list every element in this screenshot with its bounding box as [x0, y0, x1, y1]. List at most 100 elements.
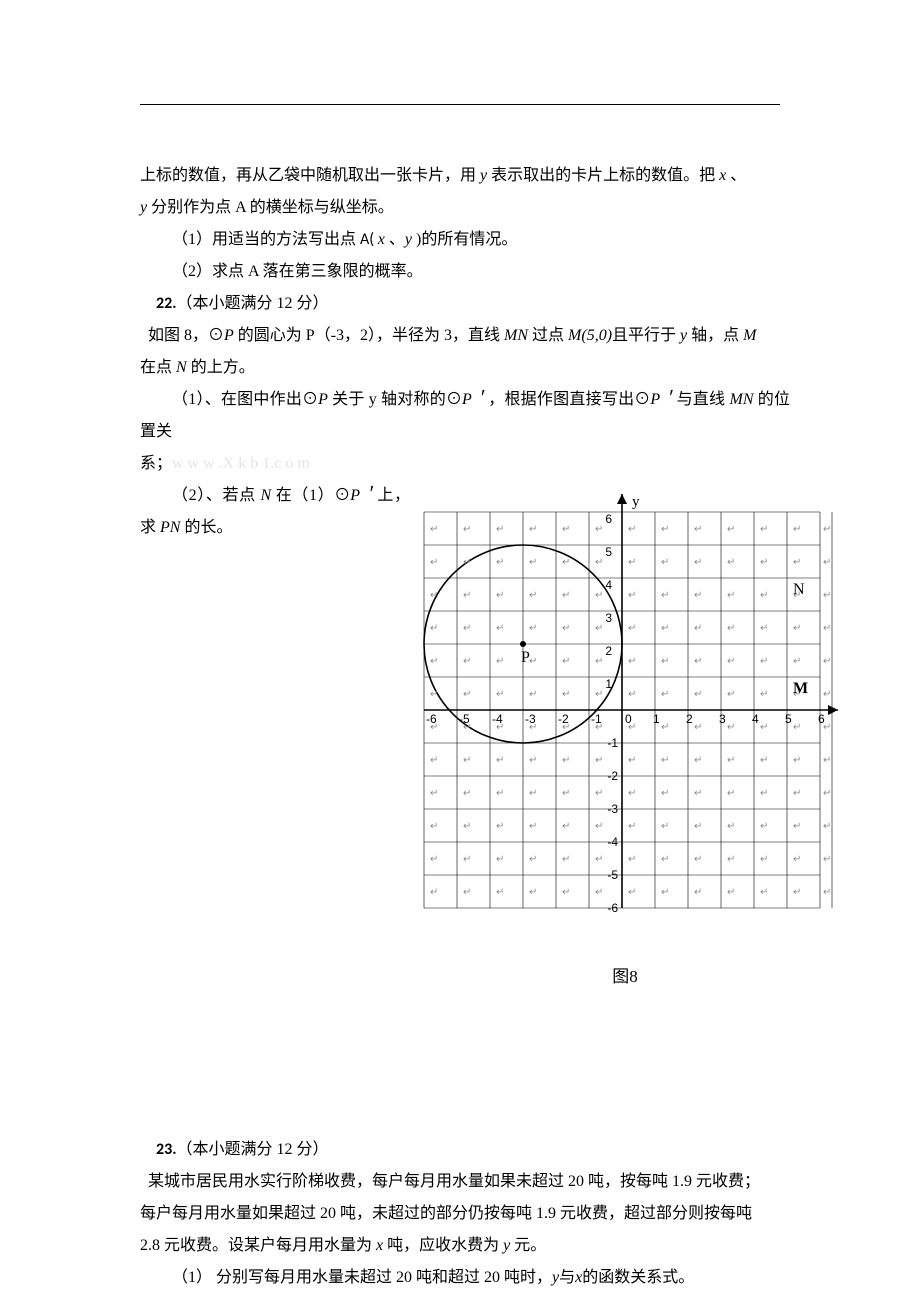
svg-text:↵: ↵ [595, 854, 603, 865]
svg-text:↵: ↵ [562, 788, 570, 799]
svg-text:↵: ↵ [823, 821, 831, 832]
svg-text:↵: ↵ [760, 887, 768, 898]
svg-text:-4: -4 [607, 835, 618, 849]
svg-text:↵: ↵ [463, 887, 471, 898]
svg-text:↵: ↵ [727, 755, 735, 766]
grid-svg: yXP↵↵↵↵↵↵↵↵↵↵↵↵↵↵↵↵↵↵↵↵↵↵↵↵↵↵↵↵↵↵↵↵↵↵↵↵↵… [410, 486, 840, 956]
svg-text:↵: ↵ [529, 854, 537, 865]
svg-text:↵: ↵ [661, 524, 669, 535]
text: 的圆心为 P（-3，2），半径为 3，直线 [234, 327, 504, 344]
var-PN: PN [160, 519, 180, 536]
svg-text:↵: ↵ [727, 557, 735, 568]
svg-text:↵: ↵ [496, 656, 504, 667]
carryover-line1: 上标的数值，再从乙袋中随机取出一张卡片，用 y 表示取出的卡片上标的数值。把 x… [140, 160, 790, 192]
text: （2）、若点 [172, 487, 260, 504]
svg-text:↵: ↵ [430, 557, 438, 568]
svg-text:↵: ↵ [727, 821, 735, 832]
text: 元。 [510, 1237, 546, 1254]
text: 轴，点 [687, 327, 743, 344]
svg-text:↵: ↵ [562, 656, 570, 667]
svg-text:6: 6 [605, 512, 612, 526]
svg-text:↵: ↵ [727, 590, 735, 601]
svg-text:↵: ↵ [760, 623, 768, 634]
text: 的函数关系式。 [582, 1269, 694, 1286]
svg-text:↵: ↵ [496, 755, 504, 766]
text: 分别作为点 A 的横坐标与纵坐标。 [147, 199, 394, 216]
top-rule [140, 104, 780, 105]
svg-text:↵: ↵ [628, 656, 636, 667]
svg-text:↵: ↵ [562, 557, 570, 568]
svg-text:↵: ↵ [793, 788, 801, 799]
svg-text:↵: ↵ [496, 689, 504, 700]
svg-text:↵: ↵ [823, 557, 831, 568]
svg-text:↵: ↵ [595, 656, 603, 667]
text: 如图 8，⊙ [148, 327, 224, 344]
svg-text:↵: ↵ [823, 623, 831, 634]
svg-text:↵: ↵ [694, 689, 702, 700]
svg-text:↵: ↵ [496, 623, 504, 634]
svg-text:0: 0 [625, 712, 632, 726]
text: 与直线 [677, 391, 730, 408]
svg-text:↵: ↵ [727, 887, 735, 898]
var-x: x [378, 231, 385, 248]
svg-text:M: M [793, 680, 808, 697]
var-P: P＇ [350, 487, 377, 504]
svg-text:↵: ↵ [823, 788, 831, 799]
svg-text:↵: ↵ [823, 854, 831, 865]
svg-text:1: 1 [653, 712, 660, 726]
svg-text:↵: ↵ [661, 854, 669, 865]
q23-body2: 每户每月用水量如果超过 20 吨，未超过的部分仍按每吨 1.9 元收费，超过部分… [140, 1198, 790, 1230]
svg-text:↵: ↵ [694, 524, 702, 535]
svg-text:↵: ↵ [595, 788, 603, 799]
svg-text:↵: ↵ [628, 590, 636, 601]
svg-text:↵: ↵ [496, 821, 504, 832]
svg-text:↵: ↵ [694, 623, 702, 634]
svg-text:↵: ↵ [760, 590, 768, 601]
text: 的上方。 [187, 359, 255, 376]
text: （2）求点 A 落在第三象限的概率。 [172, 263, 423, 280]
svg-text:↵: ↵ [628, 557, 636, 568]
svg-text:↵: ↵ [793, 557, 801, 568]
svg-text:↵: ↵ [661, 821, 669, 832]
svg-text:↵: ↵ [760, 689, 768, 700]
svg-text:↵: ↵ [661, 656, 669, 667]
svg-text:↵: ↵ [661, 557, 669, 568]
text: 关于 y 轴对称的⊙ [328, 391, 462, 408]
svg-text:↵: ↵ [628, 887, 636, 898]
var-N: N [260, 487, 271, 504]
svg-text:↵: ↵ [595, 821, 603, 832]
q22-body1: 如图 8，⊙P 的圆心为 P（-3，2），半径为 3，直线 MN 过点 M(5,… [140, 320, 790, 352]
q22-body2: 在点 N 的上方。 [140, 352, 790, 384]
svg-text:↵: ↵ [430, 887, 438, 898]
svg-text:↵: ↵ [595, 887, 603, 898]
text: （本小题满分 12 分） [177, 1141, 329, 1158]
var-P: P [318, 391, 328, 408]
watermark-link: w w w .X k b 1.c o m [172, 455, 310, 472]
svg-text:-6: -6 [607, 901, 618, 915]
svg-text:↵: ↵ [760, 557, 768, 568]
svg-text:4: 4 [605, 578, 612, 592]
svg-text:↵: ↵ [529, 623, 537, 634]
svg-text:↵: ↵ [727, 722, 735, 733]
svg-text:↵: ↵ [727, 689, 735, 700]
svg-text:↵: ↵ [793, 623, 801, 634]
svg-text:↵: ↵ [562, 590, 570, 601]
svg-text:↵: ↵ [430, 788, 438, 799]
var-MN: MN [730, 391, 754, 408]
svg-text:4: 4 [752, 712, 759, 726]
svg-text:↵: ↵ [661, 722, 669, 733]
svg-text:↵: ↵ [463, 821, 471, 832]
svg-text:↵: ↵ [694, 722, 702, 733]
text: 的长。 [180, 519, 232, 536]
svg-text:2: 2 [686, 712, 693, 726]
svg-text:1: 1 [605, 677, 612, 691]
svg-text:↵: ↵ [595, 689, 603, 700]
svg-text:↵: ↵ [529, 821, 537, 832]
svg-text:↵: ↵ [760, 656, 768, 667]
var-P: P＇ [462, 391, 488, 408]
text: 吨，应收水费为 [383, 1237, 503, 1254]
text: 与 [559, 1269, 575, 1286]
svg-text:↵: ↵ [463, 590, 471, 601]
q22-sub1b: 系；w w w .X k b 1.c o m [140, 448, 790, 480]
svg-text:↵: ↵ [463, 524, 471, 535]
